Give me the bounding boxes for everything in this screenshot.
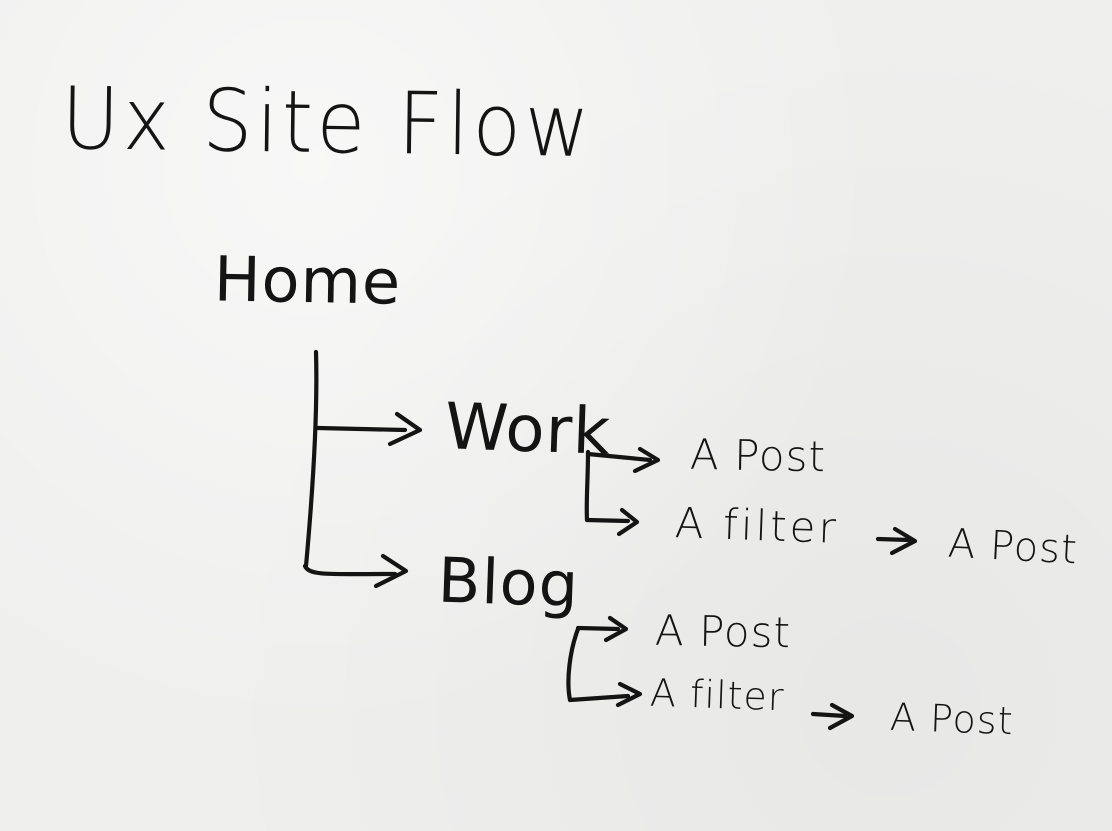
home-to-blog-arrowhead — [373, 553, 409, 589]
node-blog-post: A Post — [654, 605, 792, 658]
home-to-work-arrowhead — [387, 411, 423, 447]
home-trunk-line — [303, 349, 319, 569]
node-blog-filter-post: A Post — [889, 694, 1015, 744]
blog-to-post-line — [575, 625, 621, 632]
home-to-blog-line — [302, 563, 398, 577]
work-to-post-arrowhead — [632, 446, 661, 474]
node-blog: Blog — [436, 543, 581, 622]
node-work-filter-post: A Post — [946, 520, 1079, 574]
node-home: Home — [213, 242, 402, 319]
blog-to-filter-arrowhead — [615, 681, 643, 708]
blog-to-filter-line — [567, 693, 631, 703]
blog-filter-to-post-line — [810, 711, 848, 719]
node-work: Work — [443, 390, 613, 470]
page-title: Ux Site Flow — [60, 69, 594, 178]
work-filter-to-post-arrowhead — [889, 526, 918, 556]
node-work-post: A Post — [689, 429, 827, 482]
node-blog-filter: A filter — [649, 670, 786, 720]
home-to-work-line — [315, 425, 408, 433]
blog-filter-to-post-arrowhead — [827, 702, 855, 731]
work-to-filter-arrowhead — [616, 507, 640, 537]
node-work-filter: A filter — [674, 498, 840, 553]
work-filter-to-post-line — [875, 536, 913, 543]
blog-to-post-arrowhead — [603, 615, 629, 643]
blog-branch-line — [566, 626, 581, 703]
work-to-filter-line — [584, 517, 631, 524]
